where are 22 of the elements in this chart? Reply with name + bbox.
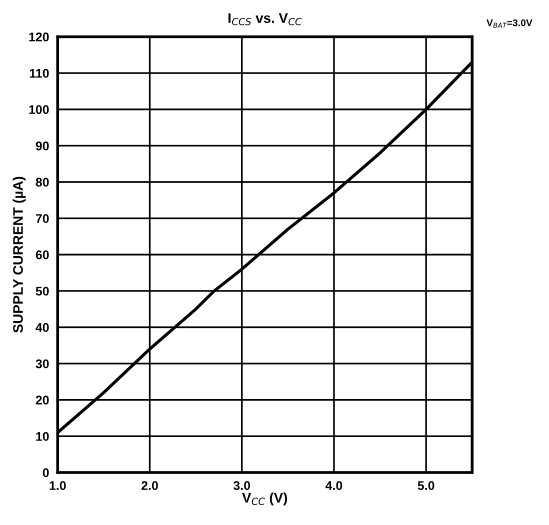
y-tick-label: 10 (36, 432, 49, 441)
x-tick-label: 2.0 (142, 481, 158, 490)
y-tick-label: 110 (30, 68, 49, 78)
y-tick-label: 100 (29, 105, 49, 114)
x-tick-label: 4.0 (325, 481, 342, 490)
y-tick-label: 30 (36, 359, 49, 368)
chart-title: I$_{CCS}$ vs. V$_{CC}$ (228, 13, 302, 26)
x-tick-label: 3.0 (233, 481, 250, 490)
y-tick-label: 20 (36, 396, 49, 405)
y-axis-title: SUPPLY CURRENT (µA) (12, 176, 26, 333)
y-tick-label: 90 (36, 141, 49, 150)
text: V$_{BAT}$=3.0V (486, 19, 532, 28)
y-tick-label: 70 (36, 214, 49, 223)
y-tick-label: 50 (36, 286, 49, 296)
x-tick-label: 5.0 (418, 481, 434, 490)
y-tick-label: 60 (36, 250, 49, 260)
y-tick-label: 120 (29, 32, 49, 42)
y-tick-label: 80 (36, 178, 49, 187)
x-axis-title: V$_{CC}$ (V) (242, 492, 288, 506)
y-tick-label: 0 (42, 468, 49, 478)
x-tick-label: 1.0 (50, 481, 66, 490)
y-tick-label: 40 (36, 323, 49, 332)
